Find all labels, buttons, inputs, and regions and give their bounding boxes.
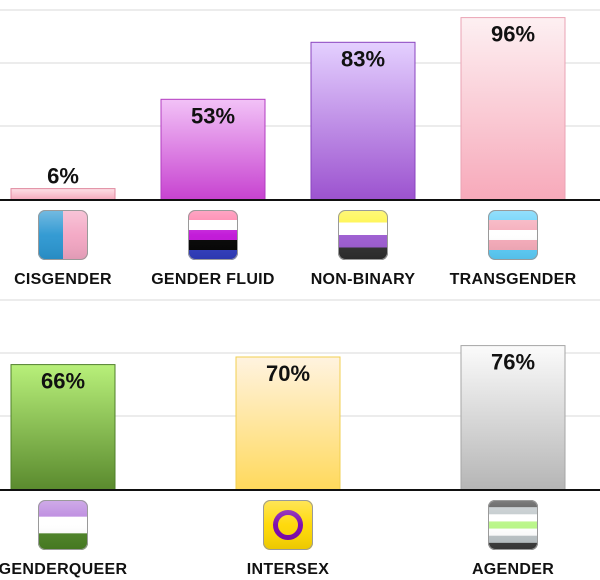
agender-flag-icon: [488, 500, 538, 550]
category-label-non-binary: NON-BINARY: [311, 271, 416, 288]
bar-transgender: [460, 17, 566, 201]
category-label-intersex: INTERSEX: [247, 561, 329, 578]
cisgender-flag-icon: [38, 210, 88, 260]
bar-agender: [460, 345, 566, 491]
value-label-cisgender: 6%: [47, 164, 79, 189]
chart-panel-bottom: 66% GENDERQUEER 70% INTERSEX 76% AGENDER: [0, 299, 600, 578]
gender-fluid-flag-icon: [188, 210, 238, 260]
chart-panel-top: 6% CISGENDER 53% GENDER FLUID 83% NON-BINARY 9…: [0, 9, 600, 288]
genderqueer-flag-icon: [38, 500, 88, 550]
bar-cisgender: [10, 188, 116, 201]
value-label-genderqueer: 66%: [41, 369, 85, 394]
value-label-intersex: 70%: [266, 361, 310, 386]
category-label-agender: AGENDER: [472, 561, 554, 578]
bar-gender-fluid: [160, 98, 266, 201]
transgender-flag-icon: [488, 210, 538, 260]
category-label-gender-fluid: GENDER FLUID: [151, 271, 275, 288]
value-label-agender: 76%: [491, 350, 535, 375]
intersex-flag-icon: [263, 500, 313, 550]
category-label-cisgender: CISGENDER: [14, 271, 112, 288]
category-label-genderqueer: GENDERQUEER: [0, 561, 127, 578]
non-binary-flag-icon: [338, 210, 388, 260]
value-label-non-binary: 83%: [341, 46, 385, 71]
category-label-transgender: TRANSGENDER: [450, 271, 577, 288]
bar-intersex: [235, 356, 341, 491]
value-label-transgender: 96%: [491, 22, 535, 47]
value-label-gender-fluid: 53%: [191, 103, 235, 128]
bar-genderqueer: [10, 364, 116, 491]
